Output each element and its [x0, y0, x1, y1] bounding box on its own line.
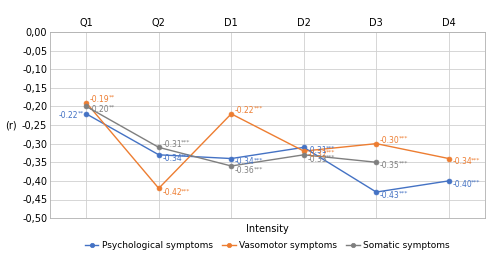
- Y-axis label: (r): (r): [5, 120, 16, 130]
- Vasomotor symptoms: [373, 142, 380, 145]
- Text: ***: ***: [398, 191, 408, 196]
- Psychological symptoms: [373, 190, 380, 194]
- Text: -0.34: -0.34: [162, 154, 182, 163]
- Text: ***: ***: [398, 136, 408, 140]
- Vasomotor symptoms: [301, 149, 307, 153]
- Text: -0.30: -0.30: [380, 136, 400, 145]
- Vasomotor symptoms: [83, 101, 89, 104]
- Text: -0.34: -0.34: [235, 157, 255, 167]
- Somatic symptoms: [301, 153, 307, 156]
- Text: ***: ***: [181, 139, 190, 144]
- Text: **: **: [108, 105, 115, 110]
- Text: -0.40: -0.40: [452, 180, 472, 189]
- Somatic symptoms: [373, 161, 380, 164]
- Text: ***: ***: [471, 180, 480, 185]
- Psychological symptoms: [83, 112, 89, 115]
- Text: -0.32: -0.32: [308, 150, 327, 159]
- X-axis label: Intensity: Intensity: [246, 224, 289, 234]
- Line: Somatic symptoms: Somatic symptoms: [84, 104, 378, 168]
- Text: ***: ***: [181, 188, 190, 193]
- Vasomotor symptoms: [228, 112, 234, 115]
- Text: ***: ***: [326, 150, 336, 155]
- Somatic symptoms: [156, 146, 162, 149]
- Line: Vasomotor symptoms: Vasomotor symptoms: [84, 100, 451, 191]
- Legend: Psychological symptoms, Vasomotor symptoms, Somatic symptoms: Psychological symptoms, Vasomotor sympto…: [82, 238, 454, 254]
- Vasomotor symptoms: [156, 187, 162, 190]
- Text: ***: ***: [254, 157, 263, 162]
- Somatic symptoms: [228, 164, 234, 168]
- Psychological symptoms: [446, 179, 452, 182]
- Text: **: **: [108, 95, 115, 99]
- Text: ***: ***: [326, 146, 336, 151]
- Text: -0.22: -0.22: [235, 106, 255, 115]
- Text: -0.36: -0.36: [235, 166, 255, 175]
- Vasomotor symptoms: [446, 157, 452, 160]
- Text: -0.20: -0.20: [90, 105, 110, 114]
- Text: -0.19: -0.19: [90, 95, 110, 104]
- Text: ***: ***: [181, 153, 190, 159]
- Text: -0.22: -0.22: [58, 111, 78, 120]
- Psychological symptoms: [301, 146, 307, 149]
- Text: -0.42: -0.42: [162, 188, 182, 197]
- Somatic symptoms: [83, 105, 89, 108]
- Text: -0.43: -0.43: [380, 191, 400, 200]
- Text: -0.31: -0.31: [308, 146, 327, 155]
- Text: -0.31: -0.31: [162, 139, 182, 148]
- Psychological symptoms: [156, 153, 162, 156]
- Text: ***: ***: [398, 161, 408, 166]
- Text: -0.33: -0.33: [308, 155, 327, 164]
- Text: -0.34: -0.34: [452, 157, 472, 167]
- Text: **: **: [78, 111, 84, 116]
- Text: ***: ***: [326, 155, 336, 160]
- Text: ***: ***: [254, 106, 263, 111]
- Psychological symptoms: [228, 157, 234, 160]
- Line: Psychological symptoms: Psychological symptoms: [84, 111, 451, 194]
- Text: -0.35: -0.35: [380, 161, 400, 170]
- Text: ***: ***: [254, 166, 263, 171]
- Text: ***: ***: [471, 157, 480, 162]
